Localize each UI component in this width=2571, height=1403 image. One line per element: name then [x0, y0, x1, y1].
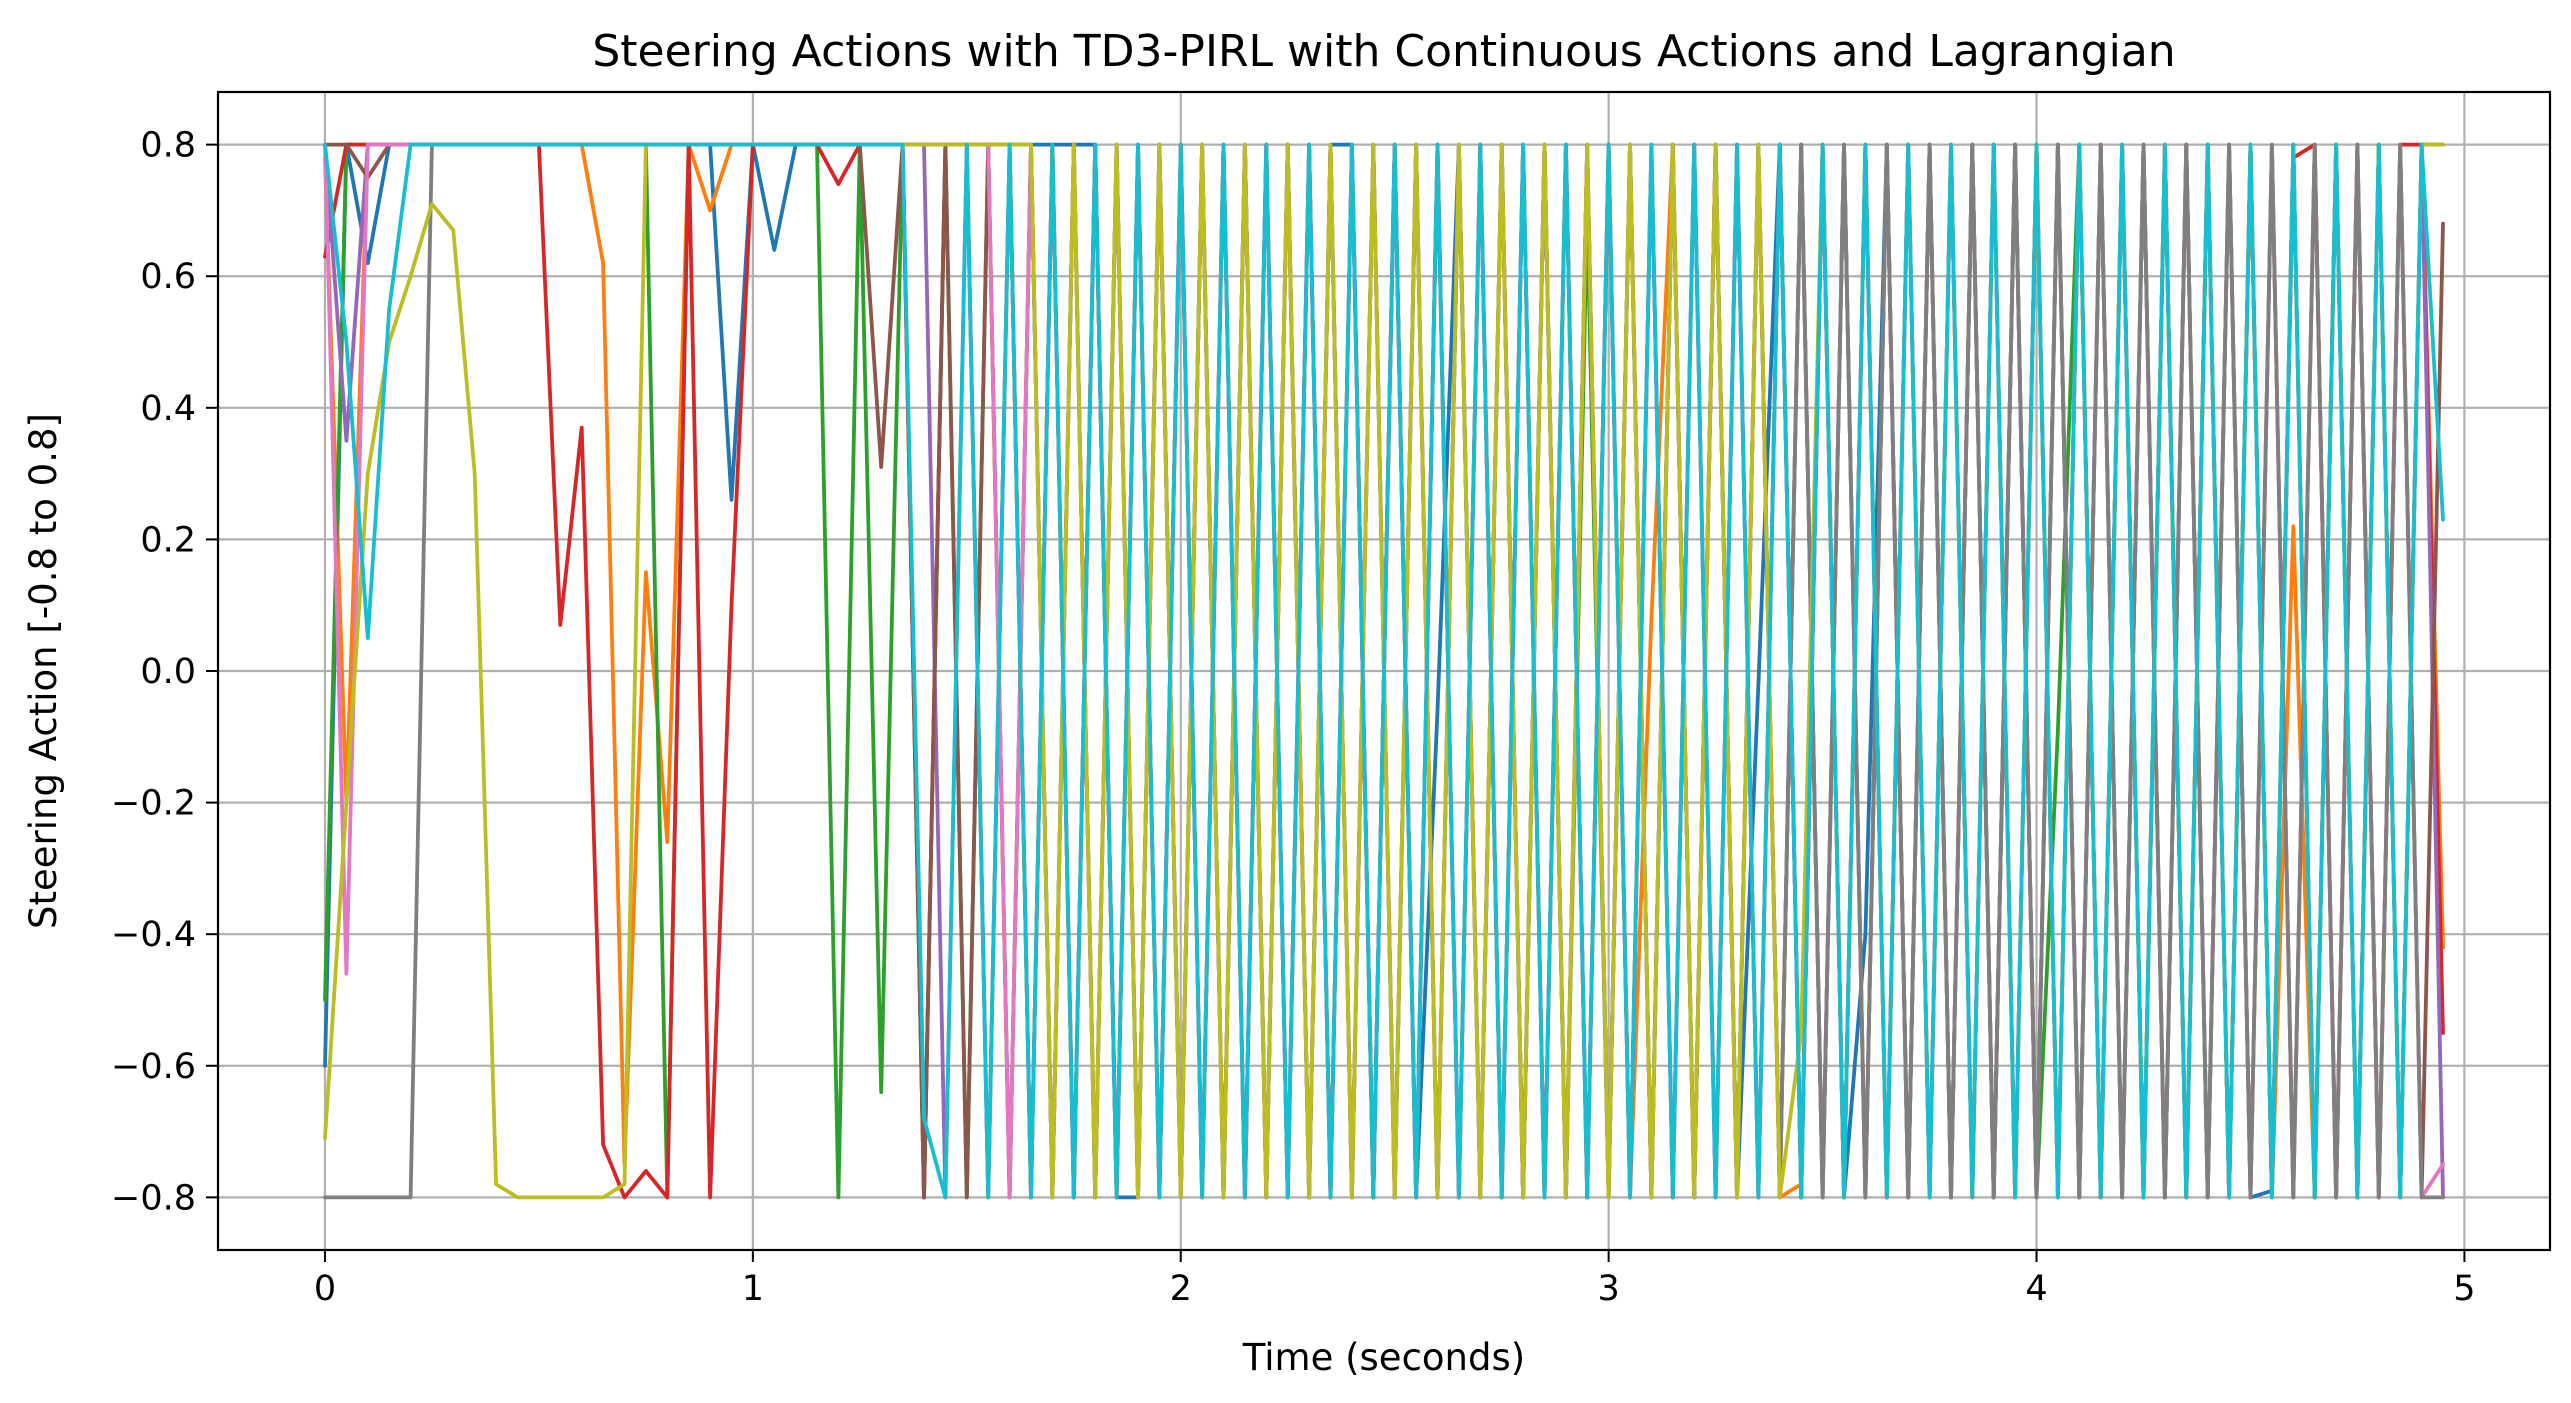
series-line-10 — [323, 142, 2445, 1200]
y-tick-label: 0.8 — [140, 126, 196, 166]
y-tick-label: −0.4 — [111, 915, 196, 955]
axis-ticks: 0 1 2 3 4 5 −0.8 −0.6 −0.4 −0.2 0.0 0.2 0.4 0.6 0.8 — [111, 126, 2476, 1309]
y-axis-label: Steering Action [-0.8 to 0.8] — [22, 413, 65, 929]
x-tick-label: 5 — [2453, 1269, 2475, 1309]
y-tick-label: −0.2 — [111, 784, 196, 824]
y-tick-label: 0.2 — [140, 520, 196, 560]
y-tick-label: −0.6 — [111, 1047, 196, 1087]
x-tick-label: 3 — [1598, 1269, 1620, 1309]
x-tick-label: 4 — [2025, 1269, 2047, 1309]
x-axis-label: Time (seconds) — [1242, 1336, 1525, 1379]
y-tick-label: 0.6 — [140, 257, 196, 297]
y-tick-label: 0.0 — [140, 652, 196, 692]
x-tick-label: 2 — [1170, 1269, 1192, 1309]
x-tick-label: 1 — [742, 1269, 764, 1309]
y-tick-label: −0.8 — [111, 1178, 196, 1218]
series-group — [323, 142, 2445, 1200]
chart-title: Steering Actions with TD3-PIRL with Cont… — [592, 26, 2175, 77]
y-tick-label: 0.4 — [140, 389, 196, 429]
x-tick-label: 0 — [314, 1269, 336, 1309]
